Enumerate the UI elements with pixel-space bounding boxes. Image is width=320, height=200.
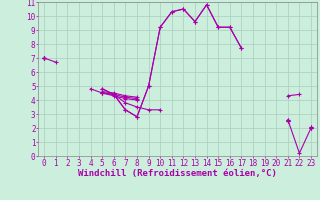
X-axis label: Windchill (Refroidissement éolien,°C): Windchill (Refroidissement éolien,°C) [78,169,277,178]
